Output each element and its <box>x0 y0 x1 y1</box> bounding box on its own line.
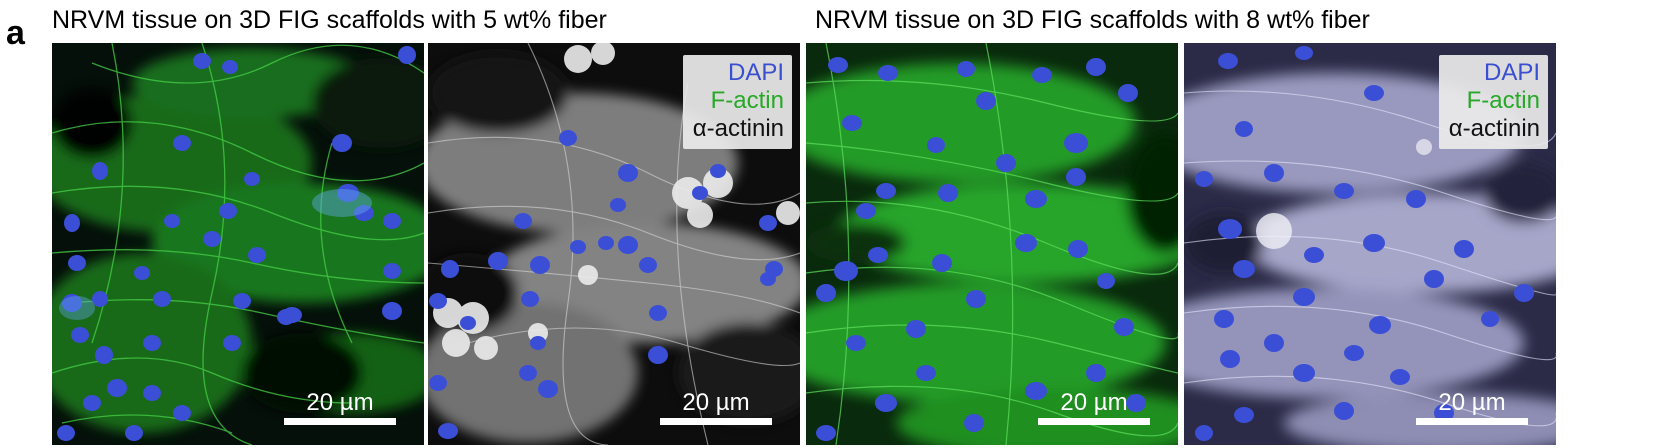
group-title-8wt: NRVM tissue on 3D FIG scaffolds with 8 w… <box>815 6 1370 34</box>
scale-bar-line <box>284 418 396 425</box>
micrograph-5wt-merged: DAPI F-actin α-actinin 20 µm <box>428 43 800 445</box>
stain-legend: DAPI F-actin α-actinin <box>1438 55 1548 149</box>
scale-bar-line <box>1416 418 1528 425</box>
micrograph-8wt-factin: 20 µm <box>806 43 1178 445</box>
scale-bar: 20 µm <box>660 390 772 425</box>
legend-actinin: α-actinin <box>692 115 784 142</box>
scale-bar-label: 20 µm <box>1060 389 1128 416</box>
micrograph-8wt-merged: DAPI F-actin α-actinin 20 µm <box>1184 43 1556 445</box>
scale-bar: 20 µm <box>1416 390 1528 425</box>
legend-dapi: DAPI <box>727 59 784 86</box>
legend-actinin: α-actinin <box>1448 115 1540 142</box>
micrograph-5wt-factin-canvas <box>52 43 424 445</box>
legend-factin: F-actin <box>1466 87 1540 114</box>
micrograph-8wt-merged-canvas <box>1184 43 1556 445</box>
legend-dapi: DAPI <box>1483 59 1540 86</box>
micrograph-8wt-factin-canvas <box>806 43 1178 445</box>
micrograph-5wt-factin: 20 µm <box>52 43 424 445</box>
scale-bar-label: 20 µm <box>1438 389 1506 416</box>
stain-legend: DAPI F-actin α-actinin <box>682 55 792 149</box>
scale-bar: 20 µm <box>1038 390 1150 425</box>
scale-bar-label: 20 µm <box>682 389 750 416</box>
group-title-5wt: NRVM tissue on 3D FIG scaffolds with 5 w… <box>52 6 607 34</box>
micrograph-5wt-merged-canvas <box>428 43 800 445</box>
scale-bar-line <box>1038 418 1150 425</box>
scale-bar-line <box>660 418 772 425</box>
panel-letter: a <box>6 14 25 52</box>
scale-bar: 20 µm <box>284 390 396 425</box>
legend-factin: F-actin <box>710 87 784 114</box>
scale-bar-label: 20 µm <box>306 389 374 416</box>
